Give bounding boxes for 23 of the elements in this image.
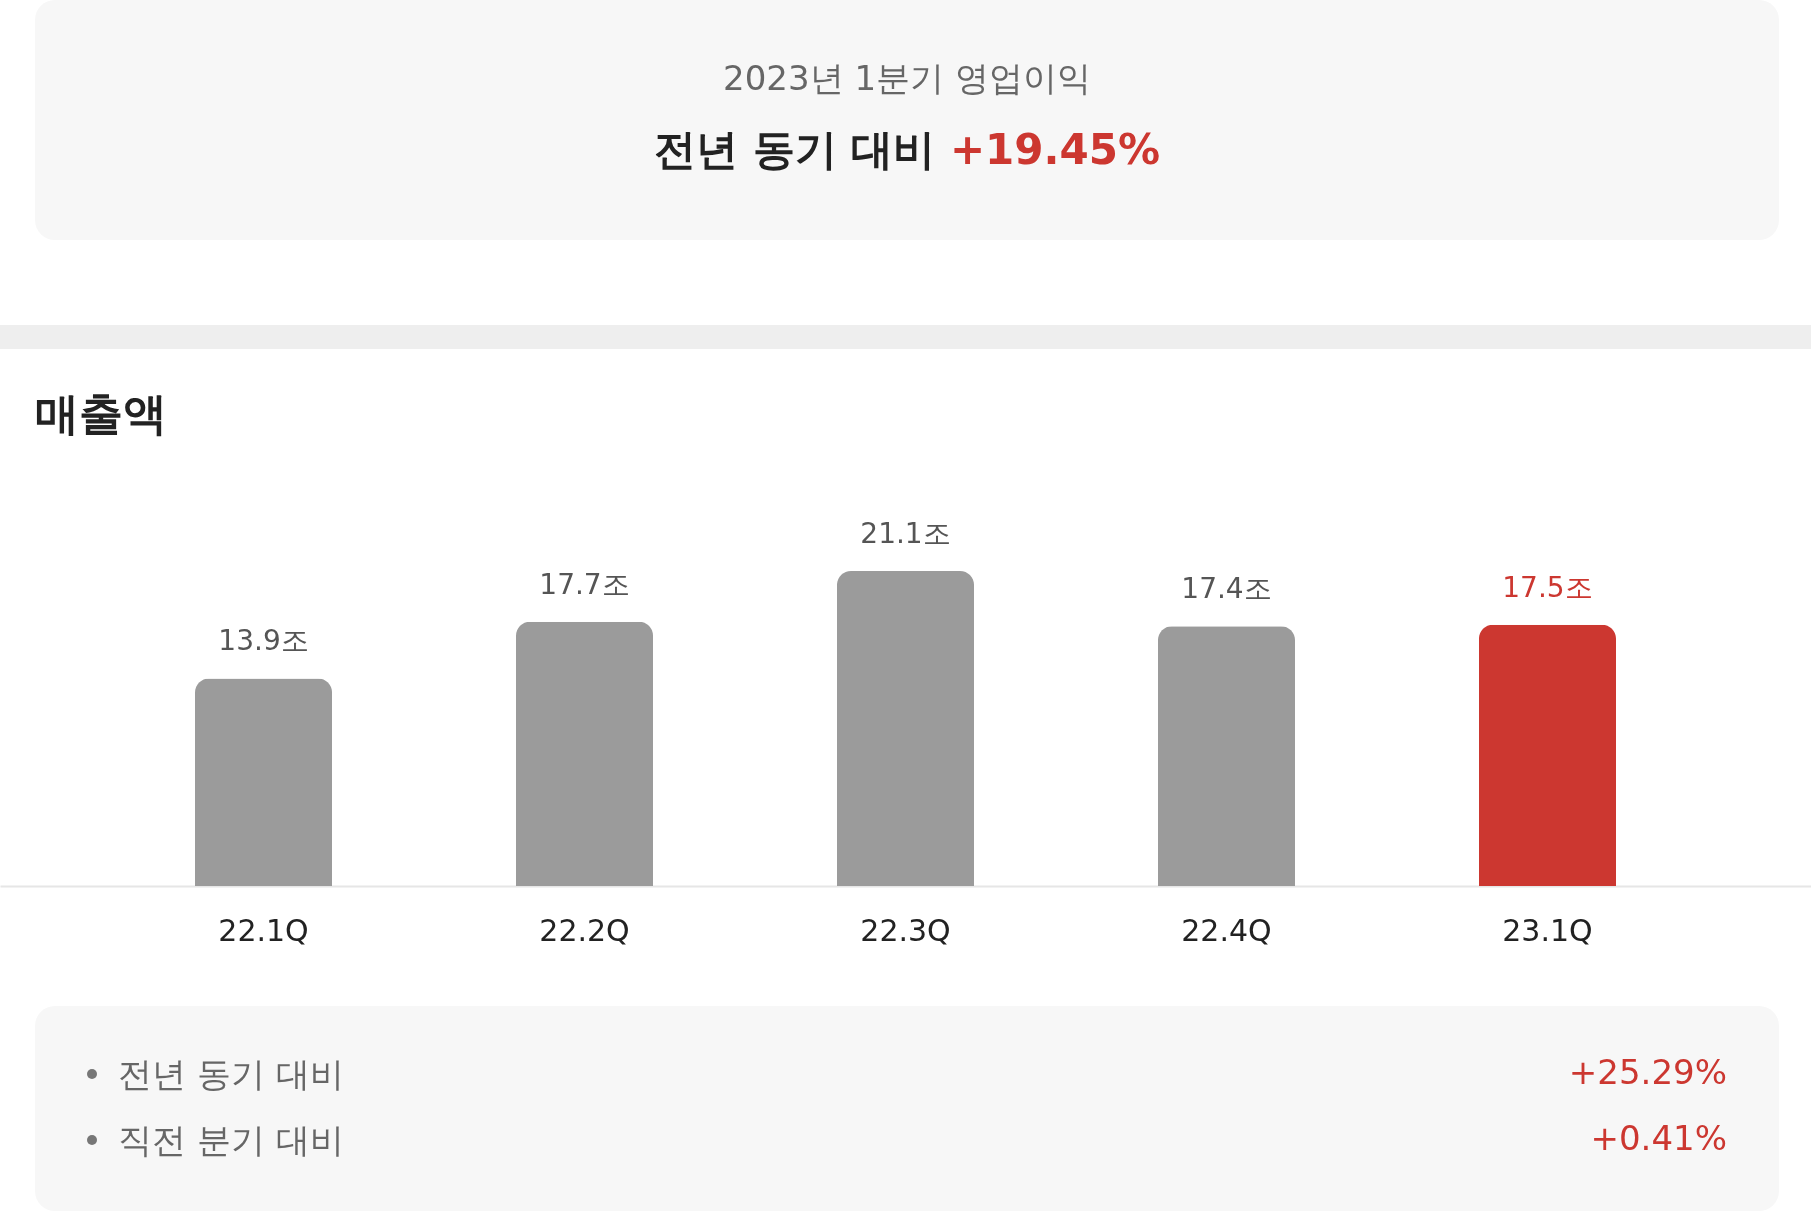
text: +0.41%	[1590, 1118, 1727, 1158]
text: +25.29%	[1568, 1052, 1727, 1092]
data-label: 17.4조	[1181, 572, 1272, 606]
text: +19.45%	[949, 125, 1160, 174]
bar	[195, 678, 333, 886]
x-tick-label: 22.2Q	[539, 912, 630, 948]
text: 2023년 1분기 영업이익	[722, 57, 1092, 100]
bar	[836, 571, 975, 886]
x-tick-label: 23.1Q	[1502, 912, 1593, 948]
data-label: 17.5조	[1502, 570, 1593, 604]
text: 전년 동기 대비	[118, 1053, 344, 1096]
bar	[1478, 624, 1616, 886]
x-tick-label: 22.3Q	[860, 912, 951, 948]
bar	[1157, 626, 1296, 886]
chart-title: 매출액	[35, 387, 167, 441]
text: 전년 동기 대비	[654, 125, 936, 174]
data-label: 13.9조	[218, 624, 309, 658]
data-label: 17.7조	[539, 567, 630, 601]
data-label: 21.1조	[860, 517, 951, 550]
bar	[515, 621, 654, 886]
x-tick-label: 22.1Q	[218, 912, 309, 948]
text: 직전 분기 대비	[118, 1119, 344, 1162]
x-tick-label: 22.4Q	[1181, 912, 1272, 948]
